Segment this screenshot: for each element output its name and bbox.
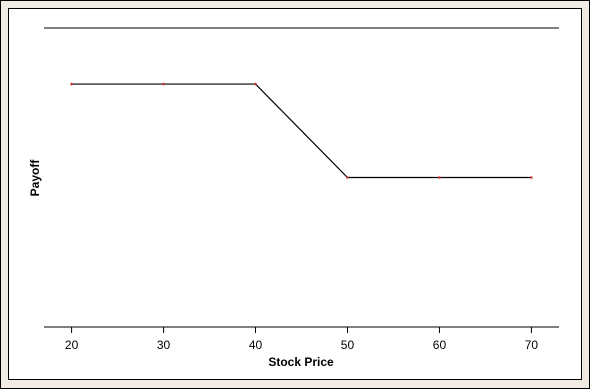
x-tick-label: 70 bbox=[525, 338, 539, 352]
x-tick-label: 40 bbox=[249, 338, 263, 352]
y-axis-title: Payoff bbox=[28, 159, 42, 197]
data-point bbox=[254, 82, 257, 86]
x-ticks bbox=[71, 327, 532, 333]
data-point bbox=[438, 176, 441, 179]
x-tick-label: 30 bbox=[157, 338, 171, 352]
series-layer bbox=[70, 82, 533, 179]
data-point bbox=[70, 82, 73, 86]
x-tick-label: 20 bbox=[65, 338, 79, 352]
data-point bbox=[162, 82, 165, 86]
data-point bbox=[346, 176, 349, 179]
payoff-line bbox=[71, 83, 532, 179]
x-tick-label: 60 bbox=[433, 338, 447, 352]
data-point bbox=[530, 176, 533, 179]
chart-panel bbox=[8, 8, 582, 380]
x-tick-label: 50 bbox=[341, 338, 355, 352]
x-axis-title: Stock Price bbox=[268, 355, 334, 369]
x-tick-labels: 20 30 40 50 60 70 bbox=[65, 338, 538, 352]
